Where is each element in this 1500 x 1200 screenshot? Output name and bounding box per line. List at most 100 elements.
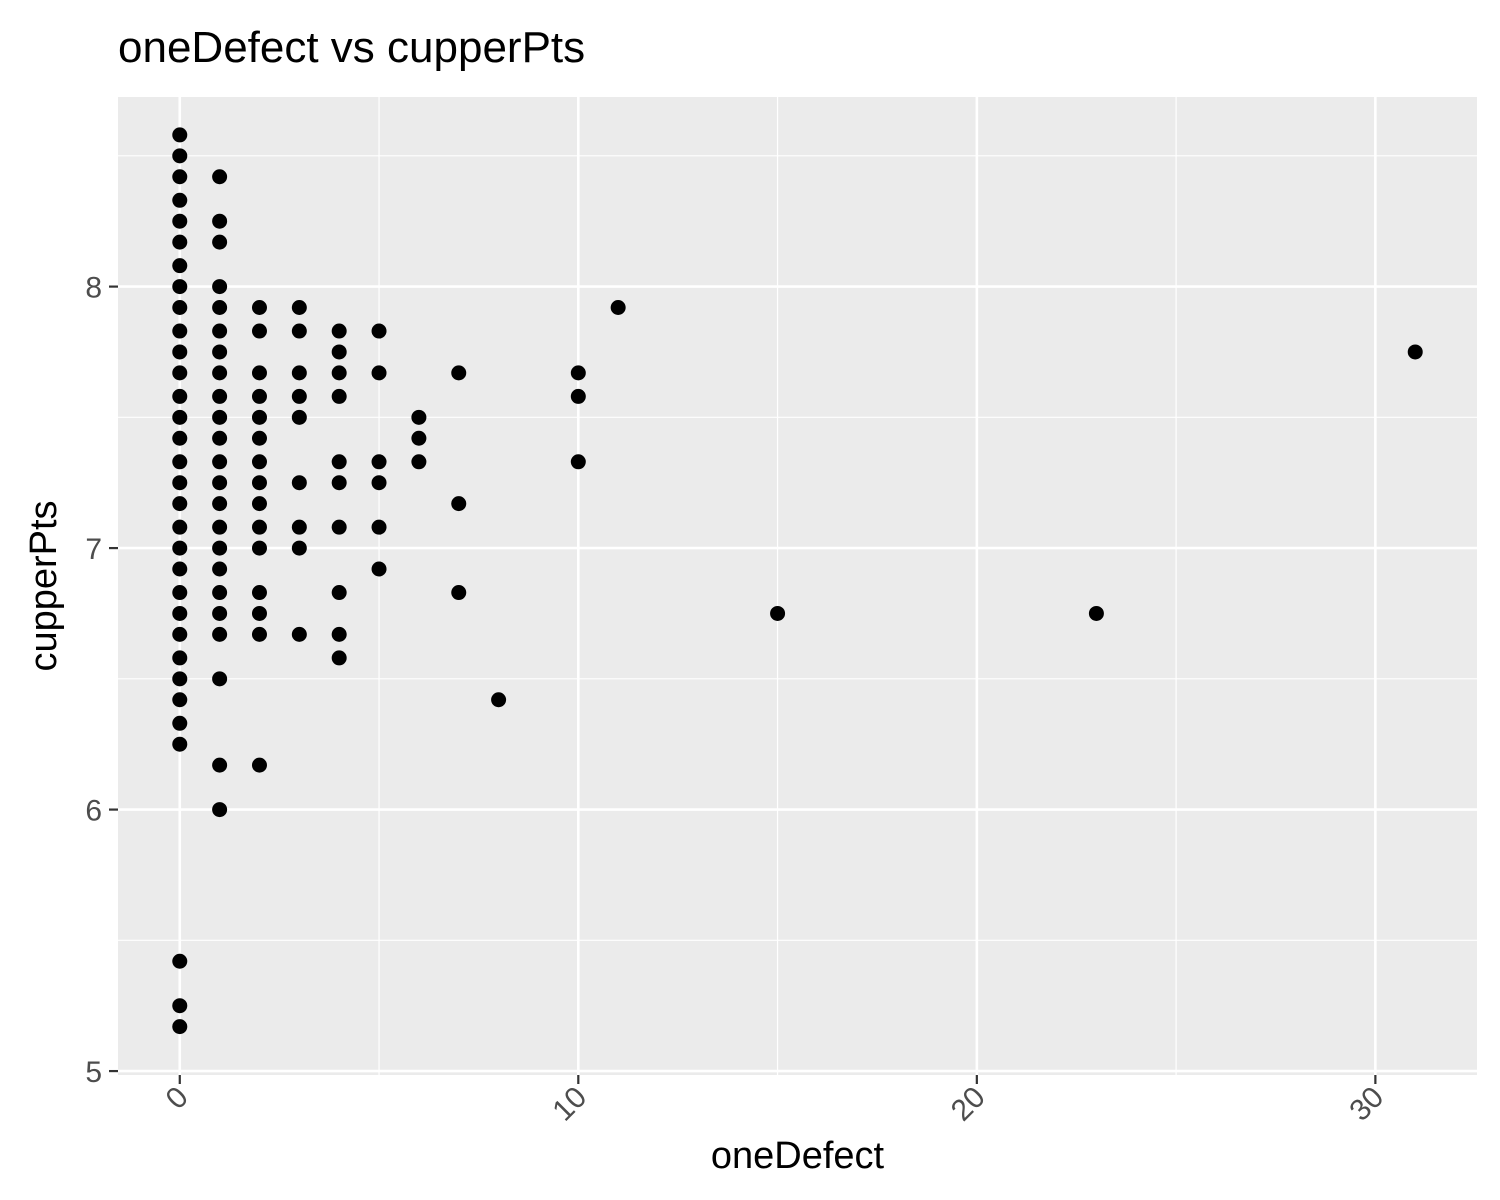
data-point	[610, 300, 626, 316]
data-point	[251, 519, 267, 535]
data-point	[212, 323, 228, 339]
data-point	[331, 365, 347, 381]
data-point	[212, 802, 228, 818]
data-point	[371, 519, 387, 535]
data-point	[451, 496, 467, 512]
data-point	[172, 540, 188, 556]
data-point	[291, 626, 307, 642]
data-point	[212, 213, 228, 229]
data-point	[251, 757, 267, 773]
minor-gridlines	[118, 97, 1477, 1075]
data-point	[172, 561, 188, 577]
data-point	[212, 757, 228, 773]
data-point	[291, 365, 307, 381]
data-point	[251, 540, 267, 556]
data-point	[212, 496, 228, 512]
data-point	[172, 365, 188, 381]
data-point	[251, 323, 267, 339]
data-point	[1088, 605, 1104, 621]
data-point	[291, 475, 307, 491]
data-point	[172, 650, 188, 666]
data-point	[172, 300, 188, 316]
data-point	[172, 953, 188, 969]
data-point	[331, 626, 347, 642]
data-point	[491, 692, 507, 708]
data-point	[411, 430, 427, 446]
data-point	[172, 192, 188, 208]
data-point	[451, 365, 467, 381]
data-point	[172, 213, 188, 229]
data-point	[371, 323, 387, 339]
data-point	[251, 388, 267, 404]
data-point	[172, 671, 188, 687]
data-point	[212, 388, 228, 404]
data-point	[212, 169, 228, 185]
data-point	[331, 388, 347, 404]
data-point	[371, 475, 387, 491]
data-point	[172, 388, 188, 404]
data-point	[172, 279, 188, 295]
data-point	[172, 409, 188, 425]
data-point	[212, 365, 228, 381]
data-point	[212, 454, 228, 470]
x-tick-label: 30	[1343, 1081, 1390, 1128]
data-point	[331, 475, 347, 491]
y-tick-label: 5	[85, 1056, 102, 1089]
data-point	[251, 626, 267, 642]
data-point	[291, 388, 307, 404]
x-axis-title: oneDefect	[711, 1135, 885, 1177]
data-point	[212, 300, 228, 316]
plot-panel	[118, 97, 1477, 1075]
data-point	[172, 715, 188, 731]
data-point	[172, 496, 188, 512]
data-point	[411, 454, 427, 470]
data-point	[172, 998, 188, 1014]
data-point	[172, 148, 188, 164]
data-point	[570, 388, 586, 404]
data-point	[371, 454, 387, 470]
data-point	[212, 561, 228, 577]
data-point	[291, 323, 307, 339]
data-point	[172, 519, 188, 535]
data-point	[172, 736, 188, 752]
data-point	[251, 409, 267, 425]
data-point	[251, 475, 267, 491]
data-point	[212, 430, 228, 446]
y-tick-label: 8	[85, 272, 102, 305]
major-gridlines	[118, 97, 1477, 1075]
x-tick-label: 20	[945, 1081, 992, 1128]
data-point	[251, 585, 267, 601]
data-point	[212, 605, 228, 621]
data-point	[291, 540, 307, 556]
data-point	[331, 519, 347, 535]
data-point	[212, 234, 228, 250]
data-point	[172, 605, 188, 621]
data-point	[371, 365, 387, 381]
data-point	[251, 430, 267, 446]
data-point	[451, 585, 467, 601]
data-point	[1407, 344, 1423, 360]
data-point	[212, 279, 228, 295]
data-point	[570, 365, 586, 381]
data-point	[331, 323, 347, 339]
data-point	[172, 344, 188, 360]
data-point	[251, 454, 267, 470]
data-point	[172, 234, 188, 250]
data-point	[172, 430, 188, 446]
data-point	[172, 585, 188, 601]
data-point	[172, 475, 188, 491]
data-point	[172, 454, 188, 470]
data-point	[770, 605, 786, 621]
data-point	[212, 626, 228, 642]
chart-title: oneDefect vs cupperPts	[118, 23, 585, 72]
y-axis-title: cupperPts	[23, 500, 65, 671]
data-point	[570, 454, 586, 470]
data-point	[251, 300, 267, 316]
data-point	[291, 300, 307, 316]
data-point	[212, 671, 228, 687]
data-points	[172, 127, 1423, 1035]
data-point	[331, 585, 347, 601]
data-point	[212, 519, 228, 535]
data-point	[291, 519, 307, 535]
